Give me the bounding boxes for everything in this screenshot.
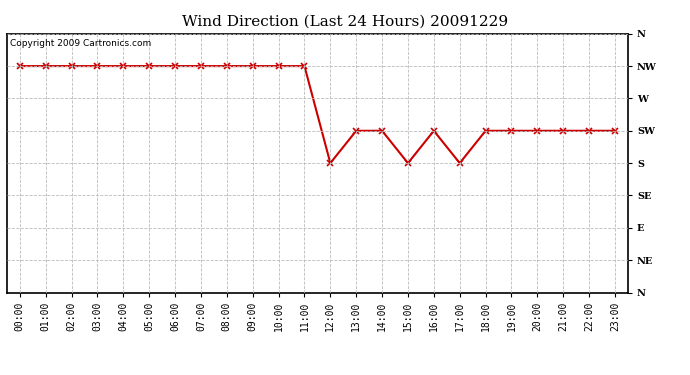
- Text: Wind Direction (Last 24 Hours) 20091229: Wind Direction (Last 24 Hours) 20091229: [182, 15, 508, 29]
- Text: Copyright 2009 Cartronics.com: Copyright 2009 Cartronics.com: [10, 39, 151, 48]
